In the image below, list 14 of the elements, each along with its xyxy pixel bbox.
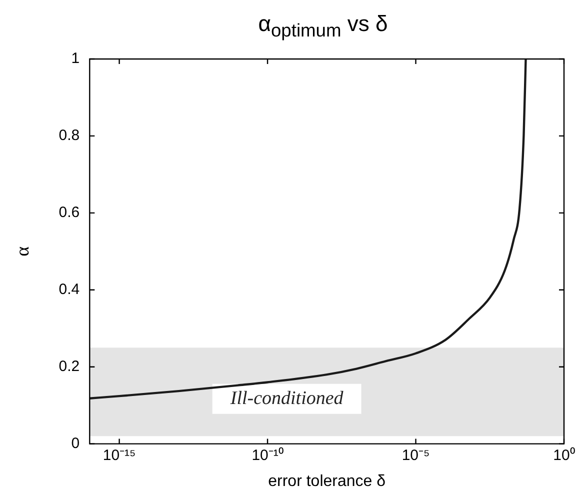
x-tick-label: 10⁻¹⁵	[102, 446, 136, 464]
chart-title: α$_{optimum}$ vs δ	[257, 10, 389, 40]
x-axis-title: error tolerance δ	[268, 472, 386, 490]
y-tick-label: 0.8	[58, 127, 80, 144]
y-axis-title: α	[12, 246, 34, 256]
y-tick-label: 1	[71, 50, 80, 68]
x-tick-label: 10⁻¹⁰	[252, 446, 284, 464]
y-tick-label: 0.6	[58, 204, 80, 222]
y-tick-label: 0.4	[58, 281, 80, 298]
y-tick-label: 0	[71, 434, 80, 452]
y-tick-label: 0.2	[58, 358, 80, 375]
x-tick-label: 10⁰	[553, 446, 575, 464]
x-tick-label: 10⁻⁵	[402, 446, 430, 464]
band-label: Ill-conditioned	[229, 388, 344, 409]
